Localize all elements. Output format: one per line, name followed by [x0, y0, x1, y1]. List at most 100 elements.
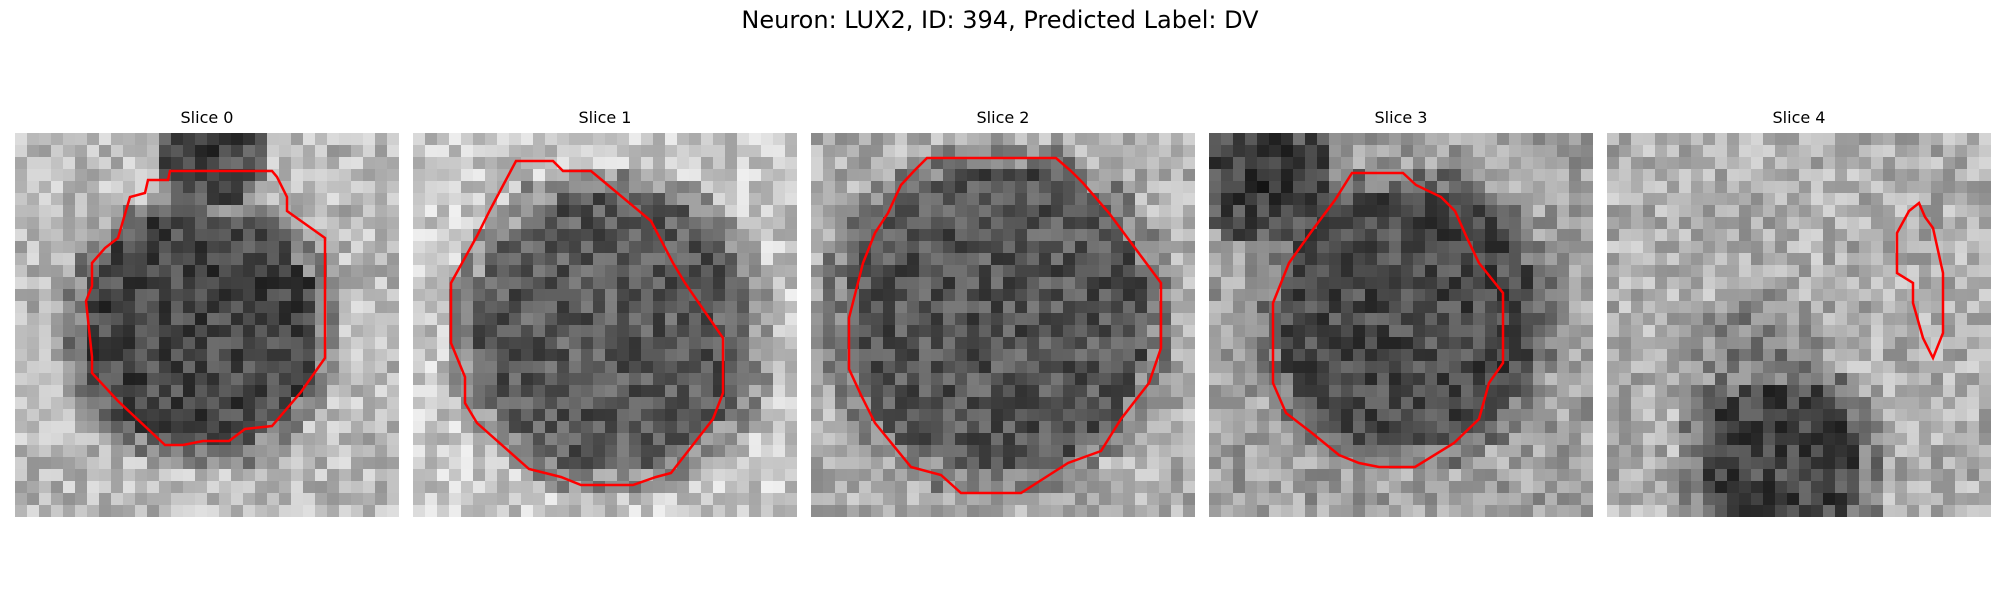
- image-pixel: [1607, 361, 1620, 374]
- image-pixel: [99, 421, 112, 434]
- image-pixel: [991, 493, 1004, 506]
- image-pixel: [1497, 253, 1510, 266]
- image-pixel: [1775, 289, 1788, 302]
- image-pixel: [1039, 301, 1052, 314]
- image-pixel: [425, 181, 438, 194]
- image-pixel: [749, 421, 762, 434]
- image-pixel: [1003, 217, 1016, 230]
- image-pixel: [1437, 217, 1450, 230]
- image-pixel: [521, 133, 534, 146]
- image-pixel: [147, 493, 160, 506]
- image-pixel: [207, 433, 220, 446]
- image-pixel: [1581, 277, 1593, 290]
- image-pixel: [255, 457, 268, 470]
- image-pixel: [15, 229, 28, 242]
- image-pixel: [1943, 301, 1956, 314]
- image-pixel: [991, 229, 1004, 242]
- image-pixel: [1727, 421, 1740, 434]
- image-pixel: [1317, 301, 1330, 314]
- image-pixel: [1655, 157, 1668, 170]
- image-pixel: [823, 145, 836, 158]
- image-pixel: [437, 253, 450, 266]
- image-pixel: [461, 229, 474, 242]
- image-pixel: [749, 433, 762, 446]
- image-pixel: [1159, 265, 1172, 278]
- image-pixel: [1075, 445, 1088, 458]
- image-pixel: [725, 157, 738, 170]
- image-pixel: [1619, 301, 1632, 314]
- image-pixel: [545, 337, 558, 350]
- image-pixel: [533, 133, 546, 146]
- image-pixel: [1907, 361, 1920, 374]
- image-pixel: [327, 373, 340, 386]
- image-pixel: [1075, 349, 1088, 362]
- image-pixel: [713, 469, 726, 482]
- image-pixel: [1015, 205, 1028, 218]
- image-pixel: [883, 289, 896, 302]
- image-pixel: [1221, 433, 1234, 446]
- image-pixel: [1437, 373, 1450, 386]
- image-pixel: [1545, 457, 1558, 470]
- image-pixel: [75, 301, 88, 314]
- image-pixel: [1449, 469, 1462, 482]
- image-pixel: [955, 145, 968, 158]
- image-pixel: [1135, 421, 1148, 434]
- image-pixel: [1365, 385, 1378, 398]
- image-pixel: [1955, 409, 1968, 422]
- image-pixel: [219, 505, 232, 517]
- image-pixel: [1823, 325, 1836, 338]
- image-pixel: [1099, 193, 1112, 206]
- image-pixel: [1703, 325, 1716, 338]
- image-pixel: [1437, 493, 1450, 506]
- image-pixel: [1039, 397, 1052, 410]
- image-pixel: [1221, 409, 1234, 422]
- image-pixel: [883, 169, 896, 182]
- image-pixel: [931, 337, 944, 350]
- image-pixel: [1377, 265, 1390, 278]
- image-pixel: [1643, 145, 1656, 158]
- image-pixel: [27, 445, 40, 458]
- image-pixel: [339, 349, 352, 362]
- image-pixel: [135, 481, 148, 494]
- image-pixel: [1341, 193, 1354, 206]
- image-pixel: [15, 157, 28, 170]
- image-pixel: [1521, 505, 1534, 517]
- image-pixel: [1063, 181, 1076, 194]
- image-pixel: [1859, 253, 1872, 266]
- image-pixel: [1377, 481, 1390, 494]
- image-pixel: [1305, 409, 1318, 422]
- image-pixel: [195, 481, 208, 494]
- image-pixel: [1147, 229, 1160, 242]
- image-pixel: [375, 253, 388, 266]
- image-pixel: [63, 481, 76, 494]
- image-pixel: [1643, 445, 1656, 458]
- image-pixel: [1039, 241, 1052, 254]
- image-pixel: [569, 133, 582, 146]
- image-pixel: [1775, 145, 1788, 158]
- image-pixel: [27, 181, 40, 194]
- image-pixel: [1955, 133, 1968, 146]
- image-pixel: [823, 469, 836, 482]
- image-pixel: [1787, 361, 1800, 374]
- image-pixel: [1063, 481, 1076, 494]
- image-pixel: [533, 313, 546, 326]
- image-pixel: [1257, 205, 1270, 218]
- image-pixel: [967, 325, 980, 338]
- image-pixel: [303, 349, 316, 362]
- image-pixel: [1389, 229, 1402, 242]
- image-pixel: [761, 337, 774, 350]
- image-pixel: [123, 229, 136, 242]
- image-pixel: [1883, 145, 1896, 158]
- image-pixel: [1003, 313, 1016, 326]
- image-pixel: [1967, 241, 1980, 254]
- image-pixel: [351, 157, 364, 170]
- image-pixel: [569, 445, 582, 458]
- image-pixel: [1183, 157, 1195, 170]
- image-pixel: [557, 265, 570, 278]
- image-pixel: [1257, 325, 1270, 338]
- image-pixel: [123, 505, 136, 517]
- image-pixel: [1859, 373, 1872, 386]
- image-pixel: [1135, 397, 1148, 410]
- image-pixel: [147, 457, 160, 470]
- image-pixel: [1823, 349, 1836, 362]
